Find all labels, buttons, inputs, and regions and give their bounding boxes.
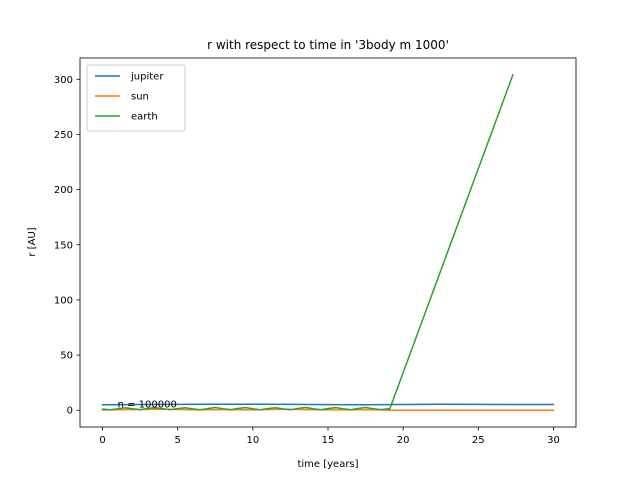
series-layer <box>101 73 555 411</box>
x-axis-label: time [years] <box>297 459 358 470</box>
x-axis: 0 5 10 15 20 25 30 <box>99 427 560 446</box>
x-tick-label: 15 <box>322 435 335 446</box>
x-tick-label: 25 <box>472 435 485 446</box>
x-tick-label: 30 <box>547 435 560 446</box>
y-tick-label: 100 <box>54 295 73 306</box>
legend-box <box>86 64 186 132</box>
legend-label-jupiter: jupiter <box>130 72 164 83</box>
x-tick-label: 5 <box>175 435 181 446</box>
y-axis: 0 50 100 150 200 250 300 <box>54 75 80 417</box>
y-tick-label: 200 <box>54 185 73 196</box>
y-axis-label: r [AU] <box>27 227 38 256</box>
series-line-jupiter <box>101 403 555 406</box>
legend: jupiter sun earth <box>86 64 186 132</box>
y-tick-label: 250 <box>54 130 73 141</box>
sample-count-annotation: n = 100000 <box>118 400 177 411</box>
y-tick-label: 300 <box>54 75 73 86</box>
legend-entries: jupiter sun earth <box>95 72 164 123</box>
chart-title: r with respect to time in '3body m 1000' <box>207 38 449 52</box>
plot-area <box>79 57 577 428</box>
y-tick-label: 0 <box>67 406 73 417</box>
x-tick-label: 20 <box>397 435 410 446</box>
legend-label-earth: earth <box>131 112 158 123</box>
y-tick-label: 50 <box>60 351 73 362</box>
x-tick-label: 10 <box>246 435 259 446</box>
series-line-earth <box>101 73 514 411</box>
legend-label-sun: sun <box>131 92 149 103</box>
x-tick-label: 0 <box>99 435 105 446</box>
y-tick-label: 150 <box>54 240 73 251</box>
